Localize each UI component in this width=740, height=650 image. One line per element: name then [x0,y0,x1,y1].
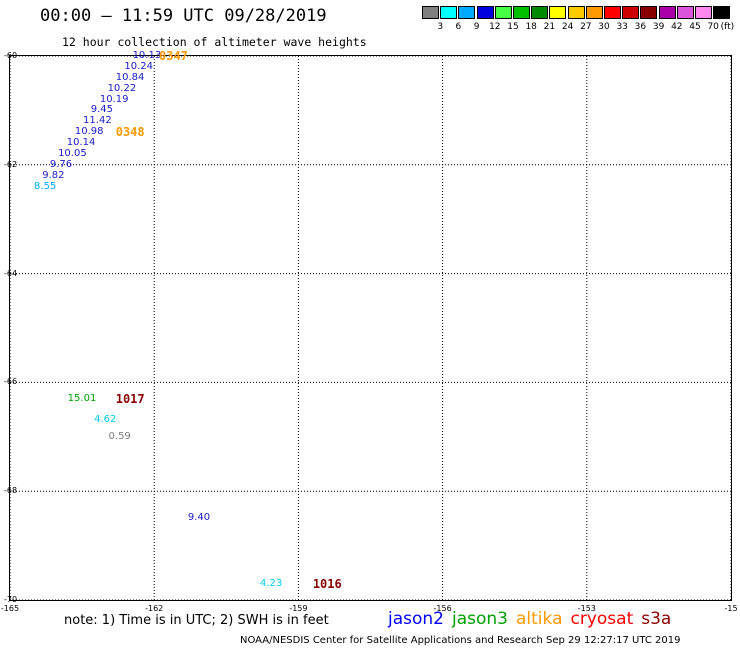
scale-label: 12 [489,22,501,32]
scale-label: 21 [543,22,556,32]
longitude-label: -165 [0,604,20,613]
wave-height-value: 10.19 [99,93,129,105]
wave-height-value: 10.84 [115,71,145,83]
satellite-legend-jason3: jason3 [452,609,508,629]
wave-height-value: 10.14 [66,137,96,149]
wave-height-value: 0.59 [108,430,131,442]
scale-label: 70 [707,22,719,32]
scale-label: 39 [652,22,665,32]
longitude-label: -15 [724,604,738,613]
scale-label: 45 [689,22,701,32]
scale-swatch [640,6,658,19]
scale-label: 15 [507,22,519,32]
map-subtitle: 12 hour collection of altimeter wave hei… [62,35,367,49]
satellite-legend-cryosat: cryosat [570,609,634,629]
scale-label: 3 [437,22,444,32]
longitude-label: -153 [577,604,596,613]
scale-swatch [513,6,530,19]
pass-time-label: 1017 [115,391,145,406]
scale-label: 27 [580,22,592,32]
satellite-legend-altika: altika [516,609,563,629]
scale-label: 24 [561,22,574,32]
scale-label: 6 [455,22,462,32]
wave-height-value: 9.45 [90,104,114,116]
footer-note: note: 1) Time is in UTC; 2) SWH is in fe… [64,613,329,628]
scale-swatch [440,6,458,19]
scale-swatch [549,6,567,19]
longitude-label: -162 [145,604,164,613]
wave-height-value: 4.23 [259,577,283,589]
pass-time-label: 0347 [159,49,188,63]
latitude-label: -60 [4,51,18,60]
scale-label: 30 [598,22,610,32]
scale-swatch [422,6,439,19]
wave-height-value: 10.24 [124,60,154,72]
scale-swatch [531,6,549,19]
wave-height-value: 9.40 [187,512,211,524]
scale-swatch [494,6,512,19]
latitude-label: -64 [4,268,18,278]
wave-height-value: 9.76 [49,158,73,170]
wave-height-value: 4.62 [94,414,117,426]
scale-label: 33 [616,22,628,32]
wave-height-value: 10.13 [132,50,162,61]
map-title: 00:00 – 11:59 UTC 09/28/2019 [40,6,327,26]
longitude-label: -156 [433,604,452,613]
scale-swatch [622,6,640,19]
scale-swatch [585,6,603,19]
latitude-label: -70 [4,595,18,604]
pass-time-label: 0348 [115,125,145,140]
pass-time-label: 1016 [312,576,342,591]
longitude-label: -159 [289,604,308,613]
scale-label: 18 [525,22,537,32]
scale-swatch [695,6,712,19]
scale-swatch [676,6,694,19]
scale-label: 9 [473,22,480,32]
wave-height-value: 8.55 [34,180,57,192]
scale-unit: (ft) [720,22,735,32]
scale-label: 36 [634,22,647,32]
latitude-label: -62 [4,159,18,169]
scale-swatch [604,6,621,19]
scale-swatch [567,6,585,19]
satellite-legend-s3a: s3a [641,609,672,629]
credit-line: NOAA/NESDIS Center for Satellite Applica… [240,635,681,646]
wave-height-value: 10.05 [58,147,87,159]
scale-swatch [713,6,731,19]
scale-swatch [458,6,476,19]
scale-swatch [658,6,676,19]
graticule [9,55,732,601]
latitude-label: -68 [4,486,18,496]
wave-height-value: 10.22 [107,82,137,94]
wave-height-value: 9.82 [42,169,65,181]
wave-height-value: 15.01 [67,392,97,404]
wave-height-value: 11.42 [83,115,112,127]
scale-label: 42 [671,22,683,32]
wave-height-value: 10.98 [74,126,104,138]
latitude-label: -66 [4,377,18,387]
scale-swatch [476,6,494,19]
satellite-legend-jason2: jason2 [388,609,444,629]
